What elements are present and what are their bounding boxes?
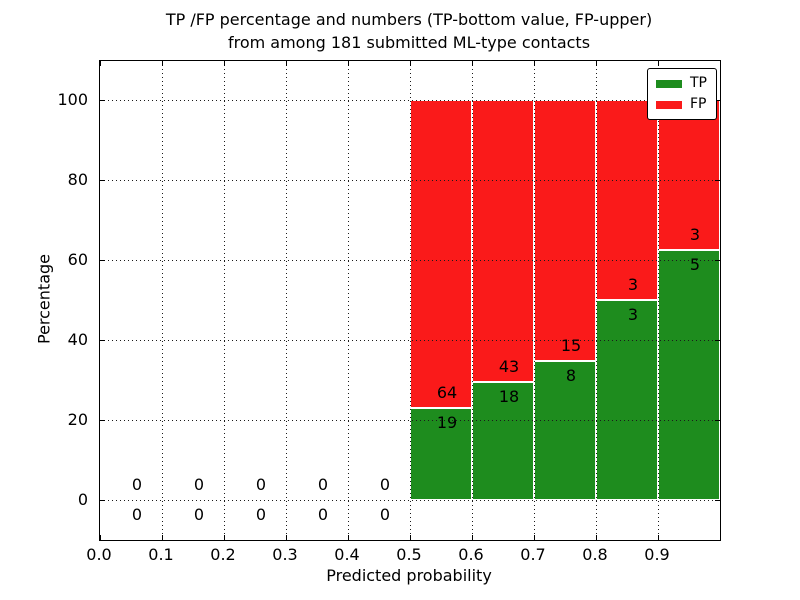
v-gridline <box>286 61 287 540</box>
fp-count-label: 0 <box>255 475 267 494</box>
x-tick-label: 0.9 <box>644 545 670 564</box>
v-gridline <box>224 61 225 540</box>
x-tick-label: 0.3 <box>272 545 298 564</box>
fp-count-label: 0 <box>379 475 391 494</box>
y-tick-mark <box>715 420 720 421</box>
x-tick-mark <box>534 61 535 66</box>
y-tick-label: 80 <box>67 170 88 189</box>
x-tick-mark <box>472 61 473 66</box>
x-tick-mark <box>224 61 225 66</box>
y-tick-mark <box>100 420 105 421</box>
x-tick-mark <box>410 535 411 540</box>
x-tick-mark <box>348 535 349 540</box>
x-tick-label: 0.2 <box>210 545 236 564</box>
v-gridline <box>162 61 163 540</box>
tp-count-label: 19 <box>436 413 458 433</box>
tp-legend-label: TP <box>690 75 707 91</box>
y-tick-label: 40 <box>67 330 88 349</box>
fp-count-label: 15 <box>560 335 582 355</box>
x-tick-label: 0.1 <box>148 545 174 564</box>
y-tick-mark <box>715 500 720 501</box>
x-axis-label: Predicted probability <box>326 566 492 585</box>
tp-count-label: 0 <box>379 505 391 524</box>
x-tick-label: 0.5 <box>396 545 422 564</box>
fp-bar <box>596 100 658 300</box>
tp-count-label: 8 <box>565 365 577 385</box>
x-tick-label: 0.7 <box>520 545 546 564</box>
v-gridline <box>596 61 597 540</box>
x-tick-mark <box>410 61 411 66</box>
tp-count-label: 0 <box>255 505 267 524</box>
tp-count-label: 3 <box>627 305 639 324</box>
tp-count-label: 5 <box>689 255 701 274</box>
y-tick-label: 0 <box>77 490 88 509</box>
tp-legend-swatch <box>656 79 682 88</box>
y-tick-mark <box>100 340 105 341</box>
v-gridline <box>534 61 535 540</box>
v-gridline <box>410 61 411 540</box>
chart-title: TP /FP percentage and numbers (TP-bottom… <box>99 8 719 54</box>
y-tick-mark <box>100 500 105 501</box>
x-tick-mark <box>286 61 287 66</box>
tp-count-label: 0 <box>317 505 329 524</box>
x-tick-mark <box>162 61 163 66</box>
y-tick-mark <box>715 180 720 181</box>
x-tick-mark <box>100 535 101 540</box>
tp-bar <box>472 381 534 500</box>
y-tick-mark <box>715 260 720 261</box>
x-tick-mark <box>596 535 597 540</box>
y-tick-label: 100 <box>57 90 88 109</box>
v-gridline <box>348 61 349 540</box>
chart-title-line2: from among 181 submitted ML-type contact… <box>227 33 591 52</box>
fp-bar <box>534 100 596 361</box>
y-tick-mark <box>100 260 105 261</box>
x-tick-label: 0.4 <box>334 545 360 564</box>
x-tick-mark <box>658 535 659 540</box>
y-tick-mark <box>100 180 105 181</box>
fp-count-label: 43 <box>498 356 520 376</box>
tp-bar <box>658 250 720 500</box>
y-tick-mark <box>715 340 720 341</box>
fp-count-label: 3 <box>689 225 701 244</box>
y-tick-label: 20 <box>67 410 88 429</box>
fp-count-label: 3 <box>627 275 639 294</box>
v-gridline <box>658 61 659 540</box>
tp-count-label: 0 <box>131 505 143 524</box>
x-tick-mark <box>534 535 535 540</box>
y-tick-label: 60 <box>67 250 88 269</box>
tp-bar <box>596 300 658 500</box>
x-tick-mark <box>286 535 287 540</box>
x-tick-label: 0.6 <box>458 545 484 564</box>
fp-count-label: 0 <box>193 475 205 494</box>
x-tick-mark <box>472 535 473 540</box>
v-gridline <box>472 61 473 540</box>
x-tick-label: 0.8 <box>582 545 608 564</box>
legend: TP FP <box>647 68 717 120</box>
y-tick-mark <box>100 100 105 101</box>
legend-entry-fp: FP <box>656 97 708 112</box>
x-tick-mark <box>348 61 349 66</box>
fp-bar <box>410 100 472 409</box>
x-tick-mark <box>224 535 225 540</box>
x-tick-mark <box>596 61 597 66</box>
tp-bar <box>534 360 596 500</box>
tp-count-label: 18 <box>498 386 520 406</box>
x-tick-label: 0.0 <box>86 545 112 564</box>
plot-area: 0 0 0 0 0 0 0 0 0 0 64 19 43 18 15 8 3 3 3 5 <box>99 60 721 541</box>
fp-count-label: 0 <box>131 475 143 494</box>
legend-entry-tp: TP <box>656 76 708 91</box>
chart-title-line1: TP /FP percentage and numbers (TP-bottom… <box>165 10 653 29</box>
tp-count-label: 0 <box>193 505 205 524</box>
x-tick-mark <box>162 535 163 540</box>
x-tick-mark <box>658 61 659 66</box>
fp-count-label: 64 <box>436 383 458 403</box>
fp-legend-swatch <box>656 100 682 109</box>
x-tick-mark <box>100 61 101 66</box>
fp-legend-label: FP <box>690 96 707 112</box>
y-tick-mark <box>715 100 720 101</box>
fp-count-label: 0 <box>317 475 329 494</box>
